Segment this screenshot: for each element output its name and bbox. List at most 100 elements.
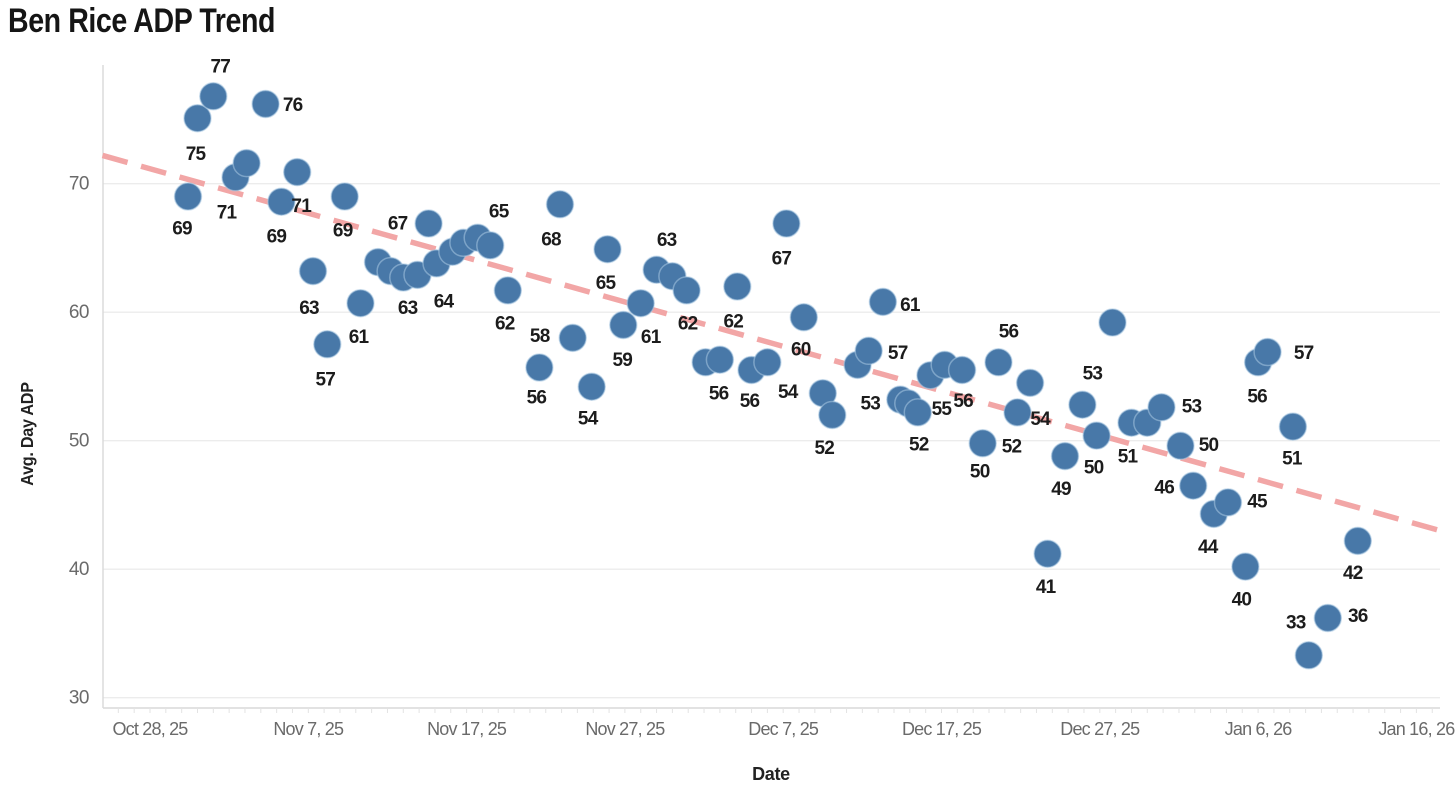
point-value-label: 56: [709, 383, 729, 404]
data-point: [968, 429, 997, 458]
point-value-label: 69: [333, 221, 353, 242]
tick-labels: 30 40 50 60 70 Oct 28, 25 Nov 7, 25 Nov 17, 25 N…: [69, 174, 1456, 739]
point-value-label: 62: [724, 312, 744, 333]
trend-line: [101, 152, 1441, 534]
data-point: [1003, 398, 1032, 427]
data-point: [232, 148, 261, 178]
point-value-label: 46: [1154, 478, 1174, 499]
x-tick-label: Jan 16, 26: [1378, 719, 1455, 739]
point-value-label: 71: [217, 202, 238, 223]
data-point: [626, 288, 655, 318]
x-axis-title: Date: [752, 764, 790, 784]
data-point: [854, 336, 883, 366]
point-value-label: 63: [398, 298, 418, 319]
data-point: [183, 103, 212, 133]
trend-line-dashed: [101, 152, 1441, 534]
data-point: [298, 256, 328, 286]
data-point: [1343, 526, 1373, 556]
data-point: [1166, 431, 1195, 461]
y-tick-label: 40: [69, 559, 89, 580]
point-value-label: 49: [1051, 479, 1071, 500]
data-point: [313, 330, 342, 359]
point-value-label: 52: [909, 434, 929, 455]
data-point: [545, 190, 575, 219]
data-point: [558, 323, 587, 353]
data-point: [577, 372, 606, 401]
data-point: [525, 353, 554, 382]
y-tick-label: 60: [69, 302, 89, 323]
point-value-label: 57: [888, 343, 908, 364]
data-point: [868, 287, 898, 317]
data-point: [672, 276, 701, 305]
point-value-label: 45: [1247, 491, 1268, 512]
data-point: [1278, 412, 1308, 441]
point-value-label: 69: [172, 219, 192, 240]
point-value-label: 56: [953, 391, 973, 412]
data-point: [903, 398, 933, 427]
point-value-label: 33: [1286, 612, 1306, 633]
x-tick-label: Dec 27, 25: [1060, 719, 1140, 739]
point-value-label: 54: [1030, 409, 1051, 430]
data-point: [1213, 488, 1243, 517]
y-tick-label: 50: [69, 431, 89, 452]
point-value-label: 52: [1002, 436, 1022, 457]
point-value-label: 67: [388, 214, 408, 235]
point-value-label: 67: [772, 249, 792, 270]
point-value-label: 53: [1083, 364, 1103, 385]
point-value-label: 63: [299, 298, 319, 319]
point-value-label: 40: [1232, 590, 1252, 611]
point-value-label: 63: [657, 230, 677, 251]
point-value-label: 51: [1282, 449, 1303, 470]
x-tick-label: Nov 17, 25: [427, 719, 507, 739]
data-point: [818, 400, 847, 430]
data-points: [173, 82, 1373, 670]
data-point: [1068, 390, 1097, 419]
chart-title: Ben Rice ADP Trend: [8, 2, 276, 40]
data-point: [1147, 393, 1176, 422]
data-point: [1253, 337, 1282, 367]
data-point: [251, 89, 280, 119]
data-point: [705, 345, 735, 374]
x-minor-ticks: [117, 708, 1433, 713]
point-value-label: 52: [815, 438, 835, 459]
data-point: [789, 303, 819, 332]
point-value-label: 57: [316, 369, 336, 390]
point-value-label: 61: [641, 327, 662, 348]
point-value-label: 62: [678, 313, 698, 334]
point-value-label: 56: [1247, 386, 1267, 407]
data-point: [947, 355, 977, 385]
data-point: [199, 82, 228, 111]
point-value-label: 56: [740, 391, 760, 412]
data-point: [984, 348, 1013, 377]
data-point: [1231, 552, 1260, 581]
x-tick-label: Oct 28, 25: [112, 719, 188, 739]
point-value-label: 69: [267, 227, 287, 248]
data-point: [1313, 603, 1343, 633]
data-point: [1015, 368, 1045, 398]
x-tick-label: Nov 27, 25: [585, 719, 665, 739]
point-value-label: 76: [283, 95, 303, 116]
data-point: [267, 187, 296, 216]
data-point: [1294, 641, 1324, 670]
data-point: [1033, 539, 1062, 569]
point-value-label: 62: [495, 313, 515, 334]
point-labels: 6975777176697163576961636764656256685854…: [172, 56, 1368, 633]
data-point: [1050, 441, 1080, 471]
point-value-label: 65: [489, 202, 510, 223]
data-point: [1098, 308, 1127, 337]
point-value-label: 42: [1343, 563, 1363, 584]
point-value-label: 50: [1199, 435, 1219, 456]
data-point: [723, 272, 752, 301]
x-tick-label: Jan 6, 26: [1225, 719, 1293, 739]
point-value-label: 36: [1348, 606, 1368, 627]
point-value-label: 58: [530, 326, 550, 347]
data-point: [609, 310, 638, 340]
data-point: [476, 231, 505, 260]
data-point: [1178, 471, 1208, 500]
data-point: [753, 348, 782, 377]
axis-lines: [102, 65, 1440, 709]
data-point: [1082, 421, 1111, 450]
point-value-label: 61: [349, 327, 370, 348]
point-value-label: 44: [1198, 537, 1219, 558]
